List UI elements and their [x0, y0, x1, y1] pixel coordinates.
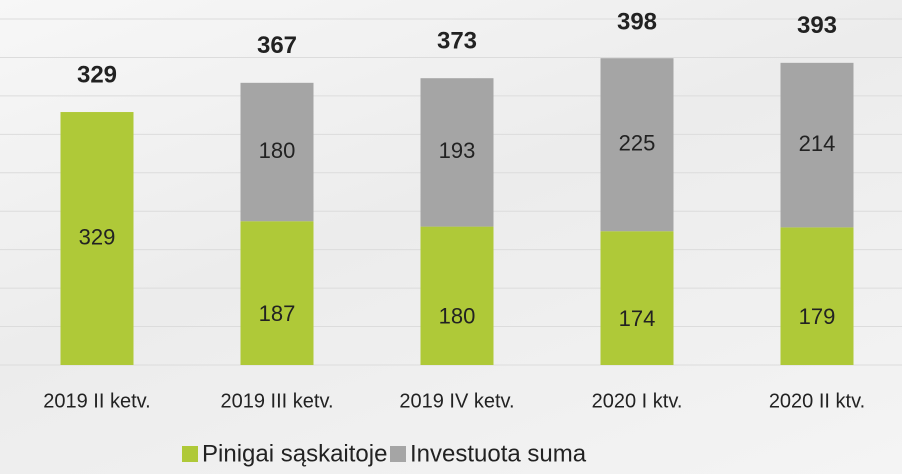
- bar-segment: [600, 58, 674, 232]
- value-label: 180: [439, 304, 476, 329]
- total-label: 393: [797, 12, 837, 39]
- value-label: 329: [79, 224, 116, 249]
- legend-swatch: [182, 446, 198, 462]
- value-label: 179: [799, 304, 836, 329]
- value-label: 214: [799, 131, 836, 156]
- bar-segment: [600, 231, 674, 365]
- total-label: 329: [77, 61, 117, 88]
- legend-label: Investuota suma: [410, 440, 587, 467]
- bar-segment: [420, 78, 494, 227]
- bar-segment: [780, 227, 854, 365]
- legend-label: Pinigai sąskaitoje: [202, 440, 387, 467]
- x-tick-label: 2019 II ketv.: [43, 390, 150, 412]
- x-tick-label: 2020 II ktv.: [769, 390, 865, 412]
- total-label: 373: [437, 28, 477, 55]
- bar-segment: [420, 226, 494, 365]
- value-label: 174: [619, 306, 656, 331]
- bar-segment: [780, 62, 854, 228]
- total-label: 398: [617, 8, 657, 35]
- total-label: 367: [257, 32, 297, 59]
- value-label: 225: [619, 131, 656, 156]
- x-tick-label: 2019 IV ketv.: [399, 390, 514, 412]
- bar-segment: [60, 112, 134, 365]
- bar-segment: [240, 221, 314, 365]
- x-tick-label: 2019 III ketv.: [220, 390, 333, 412]
- value-label: 180: [259, 138, 296, 163]
- value-label: 193: [439, 138, 476, 163]
- bar-segment: [240, 82, 314, 222]
- legend-swatch: [390, 446, 406, 462]
- x-tick-label: 2020 I ktv.: [592, 390, 683, 412]
- value-label: 187: [259, 301, 296, 326]
